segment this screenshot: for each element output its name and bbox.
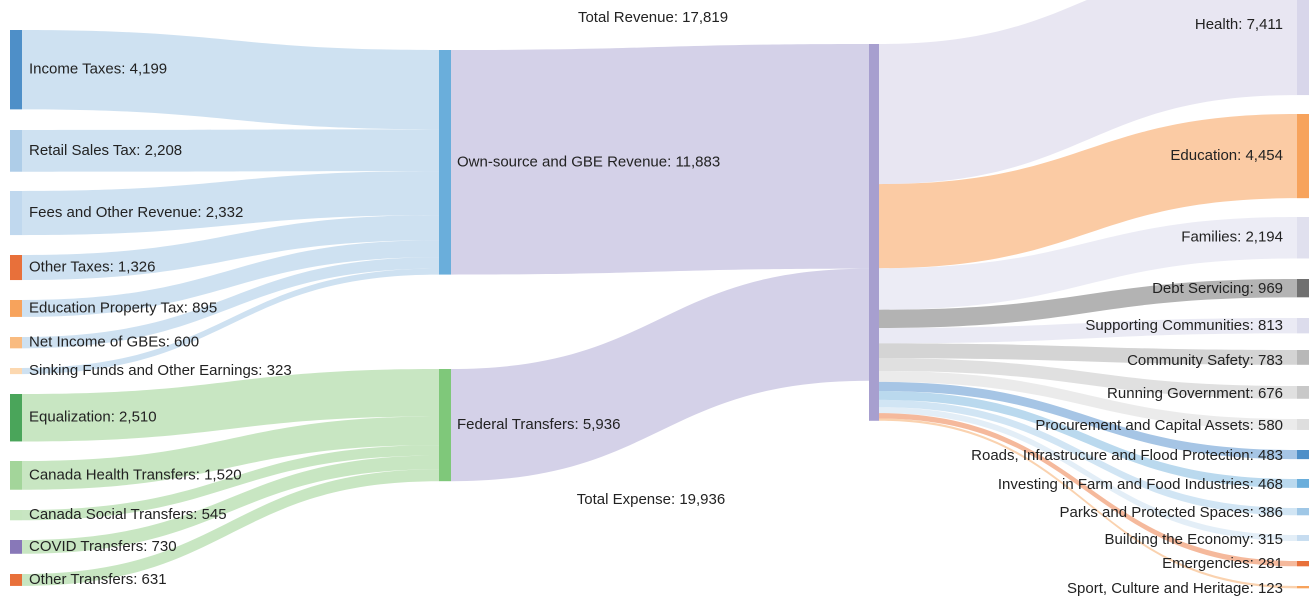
node-label: Supporting Communities: 813 [1085, 317, 1283, 334]
flow [879, 217, 1297, 310]
node [10, 368, 22, 375]
node-label: Roads, Infrastrucure and Flood Protectio… [971, 447, 1283, 464]
flow [879, 407, 1297, 541]
node [1297, 386, 1309, 399]
node [1297, 450, 1309, 460]
node [10, 30, 22, 110]
node [1297, 0, 1309, 96]
flow [879, 358, 1297, 399]
node [1297, 350, 1309, 365]
node-label: Total Expense: 19,936 [577, 491, 725, 508]
node [10, 540, 22, 554]
node [1297, 217, 1309, 259]
node [1297, 586, 1309, 589]
flow [22, 455, 439, 554]
flow [879, 370, 1297, 430]
node-label: Health: 7,411 [1195, 16, 1283, 33]
flow [879, 343, 1297, 365]
node-label: Emergencies: 281 [1162, 555, 1283, 572]
node-label: Building the Economy: 315 [1105, 531, 1283, 548]
flow [879, 279, 1297, 329]
flow [451, 268, 869, 482]
node-label: Canada Social Transfers: 545 [29, 506, 227, 523]
node-label: Education: 4,454 [1170, 147, 1283, 164]
node-label: Equalization: 2,510 [29, 409, 157, 426]
node-label: Community Safety: 783 [1127, 352, 1283, 369]
node-label: Education Property Tax: 895 [29, 299, 217, 316]
node [869, 44, 879, 421]
node [10, 510, 22, 521]
node-label: Fees and Other Revenue: 2,332 [29, 204, 243, 221]
flow [879, 0, 1297, 185]
node-label: Own-source and GBE Revenue: 11,883 [457, 153, 720, 170]
node [1297, 535, 1309, 541]
flow [879, 318, 1297, 344]
node [10, 300, 22, 317]
node-label: Sinking Funds and Other Earnings: 323 [29, 362, 292, 379]
node [10, 461, 22, 490]
flow [879, 391, 1297, 488]
node-label: Families: 2,194 [1181, 229, 1283, 246]
node [10, 574, 22, 586]
flow [22, 171, 439, 236]
node [10, 337, 22, 349]
node [10, 130, 22, 172]
node-label: Other Transfers: 631 [29, 571, 167, 588]
flow [879, 399, 1297, 516]
flow [22, 369, 439, 442]
flow [879, 413, 1297, 567]
flow [22, 257, 439, 349]
flow [22, 30, 439, 130]
flow [22, 416, 439, 490]
node [1297, 318, 1309, 334]
node-label: Procurement and Capital Assets: 580 [1035, 417, 1283, 434]
node [1297, 114, 1309, 199]
node [10, 191, 22, 236]
node [1297, 419, 1309, 430]
node [1297, 479, 1309, 488]
flow [879, 381, 1297, 460]
node-label: Investing in Farm and Food Industries: 4… [998, 476, 1283, 493]
node-label: Debt Servicing: 969 [1152, 280, 1283, 297]
node-label: Other Taxes: 1,326 [29, 258, 155, 275]
flow [22, 445, 439, 521]
node-label: Retail Sales Tax: 2,208 [29, 142, 182, 159]
node [1297, 508, 1309, 516]
node [10, 255, 22, 281]
node-label: Sport, Culture and Heritage: 123 [1067, 580, 1283, 597]
node [1297, 279, 1309, 298]
flow [22, 129, 439, 172]
node-label: COVID Transfers: 730 [29, 538, 177, 555]
flow [879, 418, 1297, 589]
flow [22, 215, 439, 281]
flow [451, 44, 869, 275]
flow [22, 240, 439, 317]
node-label: Income Taxes: 4,199 [29, 61, 167, 78]
node-label: Canada Health Transfers: 1,520 [29, 466, 242, 483]
flow [879, 114, 1297, 269]
flow [22, 469, 439, 586]
node-label: Running Government: 676 [1107, 385, 1283, 402]
node-label: Federal Transfers: 5,936 [457, 416, 620, 433]
node [439, 50, 451, 275]
node [1297, 561, 1309, 567]
node [439, 369, 451, 482]
node [10, 394, 22, 442]
node-label: Total Revenue: 17,819 [578, 9, 728, 26]
node-label: Parks and Protected Spaces: 386 [1060, 504, 1283, 521]
flow [22, 268, 439, 375]
node-label: Net Income of GBEs: 600 [29, 334, 199, 351]
